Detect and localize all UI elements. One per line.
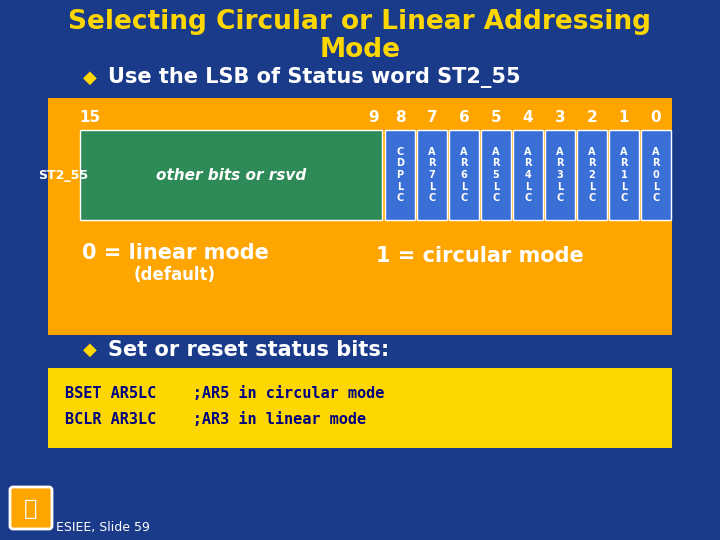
Text: A
R
3
L
C: A R 3 L C bbox=[557, 147, 564, 203]
Text: BSET AR5LC    ;AR5 in circular mode: BSET AR5LC ;AR5 in circular mode bbox=[65, 386, 384, 401]
Text: A
R
5
L
C: A R 5 L C bbox=[492, 147, 500, 203]
Text: ST2_55: ST2_55 bbox=[38, 168, 88, 181]
Bar bbox=[577, 130, 607, 220]
Text: A
R
1
L
C: A R 1 L C bbox=[620, 147, 628, 203]
Text: Use the LSB of Status word ST2_55: Use the LSB of Status word ST2_55 bbox=[108, 68, 521, 89]
Bar bbox=[80, 130, 382, 220]
Text: Ⓤ: Ⓤ bbox=[24, 499, 37, 519]
Text: 2: 2 bbox=[587, 110, 598, 125]
Bar bbox=[609, 130, 639, 220]
Text: 8: 8 bbox=[395, 110, 405, 125]
Text: 3: 3 bbox=[554, 110, 565, 125]
Text: ◆: ◆ bbox=[83, 341, 97, 359]
Text: (default): (default) bbox=[134, 266, 216, 284]
Text: ◆: ◆ bbox=[83, 69, 97, 87]
Text: 7: 7 bbox=[427, 110, 437, 125]
Bar bbox=[385, 130, 415, 220]
Text: 9: 9 bbox=[369, 110, 379, 125]
Text: 6: 6 bbox=[459, 110, 469, 125]
Text: A
R
7
L
C: A R 7 L C bbox=[428, 147, 436, 203]
Text: BCLR AR3LC    ;AR3 in linear mode: BCLR AR3LC ;AR3 in linear mode bbox=[65, 413, 366, 428]
Text: 1: 1 bbox=[618, 110, 629, 125]
Text: A
R
2
L
C: A R 2 L C bbox=[588, 147, 595, 203]
Bar bbox=[481, 130, 511, 220]
Text: 15: 15 bbox=[79, 110, 101, 125]
Text: 5: 5 bbox=[491, 110, 501, 125]
Text: 1 = circular mode: 1 = circular mode bbox=[376, 246, 584, 266]
Text: C
D
P
L
C: C D P L C bbox=[396, 147, 404, 203]
Text: Set or reset status bits:: Set or reset status bits: bbox=[108, 340, 390, 360]
Bar bbox=[48, 368, 672, 448]
Text: A
R
4
L
C: A R 4 L C bbox=[524, 147, 532, 203]
Text: ESIEE, Slide 59: ESIEE, Slide 59 bbox=[56, 521, 150, 534]
Bar bbox=[513, 130, 543, 220]
FancyBboxPatch shape bbox=[10, 487, 52, 529]
Bar bbox=[417, 130, 447, 220]
Bar bbox=[545, 130, 575, 220]
Text: Mode: Mode bbox=[320, 37, 400, 63]
Text: 4: 4 bbox=[523, 110, 534, 125]
Text: 0 = linear mode: 0 = linear mode bbox=[81, 243, 269, 263]
Text: A
R
0
L
C: A R 0 L C bbox=[652, 147, 660, 203]
Bar bbox=[449, 130, 479, 220]
Text: Selecting Circular or Linear Addressing: Selecting Circular or Linear Addressing bbox=[68, 9, 652, 35]
Bar bbox=[641, 130, 671, 220]
Text: 0: 0 bbox=[651, 110, 661, 125]
Bar bbox=[48, 98, 672, 335]
Text: A
R
6
L
C: A R 6 L C bbox=[460, 147, 468, 203]
Text: other bits or rsvd: other bits or rsvd bbox=[156, 167, 306, 183]
